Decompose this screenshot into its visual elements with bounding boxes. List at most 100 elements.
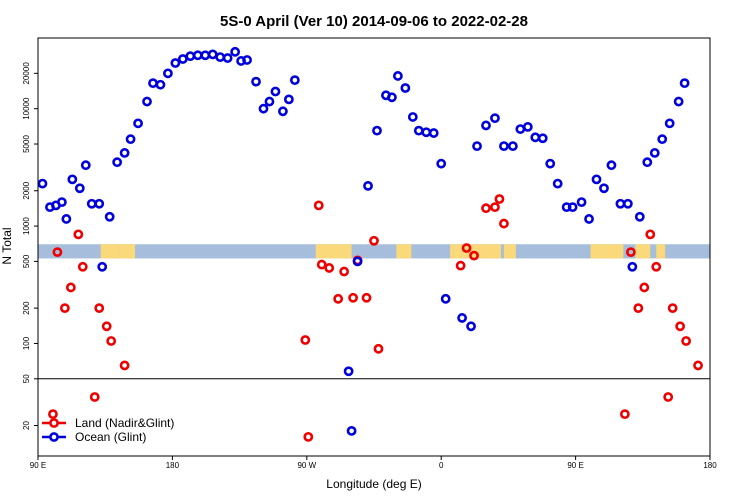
point-s0-10 [119,360,130,371]
point-s1-36 [283,94,294,105]
band-land-8 [503,244,516,259]
point-s1-32 [258,103,269,114]
point-s1-59 [507,141,518,151]
point-s1-81 [673,96,684,107]
point-s1-15 [133,118,143,129]
point-s0-28 [494,194,505,204]
point-s1-10 [97,261,108,272]
point-s1-31 [251,76,261,87]
band-land-5 [396,244,412,259]
y-tick-label-8: 10000 [22,97,31,120]
point-s1-56 [481,120,491,131]
x-axis-ticks: 90 E 180 90 W 0 90 E 180 [30,456,717,470]
point-s1-8 [86,198,97,209]
point-s0-16 [333,293,344,304]
point-s0-29 [499,218,509,229]
point-s1-39 [346,425,357,436]
point-s1-16 [142,96,152,107]
point-s0-2 [59,303,70,314]
y-tick-label-7: 5000 [22,135,31,153]
point-s1-55 [472,141,482,151]
point-s1-4 [61,214,72,224]
point-s1-53 [457,313,468,323]
point-s1-47 [407,112,418,122]
point-s1-49 [421,127,432,138]
point-s1-19 [163,68,173,79]
y-tick-label-2: 100 [22,336,31,350]
point-s1-7 [80,160,91,171]
point-s1-37 [289,75,300,86]
point-s1-33 [264,96,275,107]
point-s1-28 [230,46,241,57]
point-s1-69 [584,214,594,224]
point-s0-1 [52,247,63,258]
point-s1-74 [622,198,633,209]
x-tick-label-5: 180 [703,461,717,470]
y-tick-label-1: 50 [22,374,31,383]
point-s0-32 [633,303,644,314]
point-s0-39 [681,336,692,346]
point-s0-36 [663,392,674,402]
point-s1-5 [67,174,78,185]
y-tick-label-4: 500 [22,254,31,268]
point-s1-18 [155,79,166,90]
point-s1-79 [657,134,668,145]
point-s0-22 [373,343,384,354]
point-s0-34 [645,229,656,240]
point-s1-73 [615,198,626,209]
point-s1-6 [74,183,85,194]
point-s1-76 [634,211,645,222]
point-s0-11 [300,335,311,345]
point-s1-51 [436,158,447,169]
point-s1-41 [363,180,373,191]
point-s1-61 [522,121,533,132]
point-s1-13 [119,148,130,158]
point-s1-0 [37,178,48,189]
point-s1-11 [104,211,115,222]
point-s1-21 [177,54,188,64]
point-s1-68 [576,197,587,208]
point-s0-35 [651,261,662,272]
point-s1-27 [222,53,233,63]
series-0 [48,194,703,442]
point-s1-35 [278,106,288,117]
point-s1-9 [94,198,105,209]
point-s0-38 [675,321,686,332]
point-s1-48 [413,125,424,136]
point-s0-30 [619,409,630,420]
observation-band [38,244,710,259]
y-axis-label: N Total [0,227,14,264]
x-tick-label-3: 0 [439,461,444,470]
point-s0-15 [324,263,335,273]
point-s1-54 [466,321,476,332]
band-land-3 [123,244,136,259]
y-tick-label-0: 20 [22,421,31,430]
point-s1-30 [242,55,252,65]
point-s0-14 [316,259,327,270]
point-s1-26 [215,52,226,63]
plot-frame [37,37,711,457]
point-s1-24 [200,50,211,61]
point-s1-63 [537,133,548,144]
point-s1-58 [499,141,509,151]
point-s1-22 [185,51,196,62]
point-s0-3 [65,282,76,293]
chart-title: 5S-0 April (Ver 10) 2014-09-06 to 2022-0… [220,13,528,30]
point-s1-75 [627,261,638,272]
point-s1-57 [490,113,500,124]
data-points [37,46,703,442]
point-s0-25 [469,250,479,261]
point-s0-40 [693,360,703,371]
point-s0-6 [89,392,100,402]
y-tick-label-3: 200 [22,301,31,315]
x-axis-label: Longitude (deg E) [326,477,421,491]
point-s0-4 [73,229,84,240]
point-s1-25 [207,49,218,60]
point-s0-23 [455,260,466,271]
point-s0-21 [369,235,379,246]
band-land-11 [656,244,666,259]
point-s0-8 [101,321,112,332]
band-ocean [38,244,710,259]
point-s0-18 [348,292,358,303]
point-s0-0 [48,409,58,420]
